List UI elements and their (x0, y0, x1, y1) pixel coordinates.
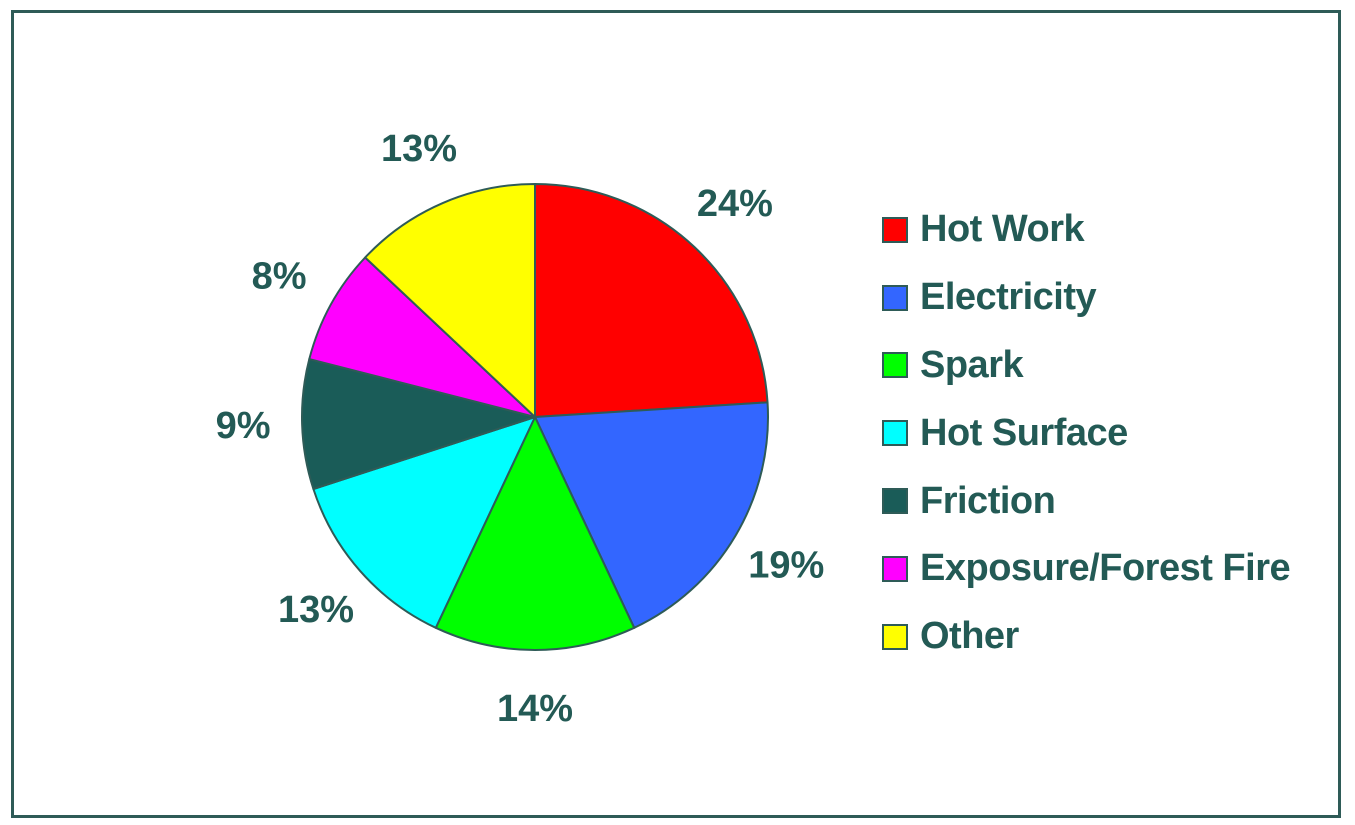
legend-item-other: Other (882, 603, 1342, 671)
legend-item-electricity: Electricity (882, 264, 1342, 332)
legend-item-hot-surface: Hot Surface (882, 399, 1342, 467)
pie-slice-other (364, 183, 536, 418)
legend-label: Other (920, 615, 1019, 658)
legend-label: Hot Work (920, 208, 1085, 251)
pie-value-label-spark: 14% (497, 688, 573, 730)
pie-value-label-exposure-forest-fire: 8% (252, 255, 307, 297)
pie-slice-exposure-forest-fire (308, 256, 536, 418)
legend-label: Exposure/Forest Fire (920, 547, 1291, 590)
pie-slice-electricity (534, 401, 769, 629)
legend-label: Electricity (920, 276, 1097, 319)
legend-swatch (882, 420, 908, 447)
pie-value-label-hot-surface: 13% (278, 589, 354, 631)
legend-item-friction: Friction (882, 467, 1342, 535)
legend-swatch (882, 352, 908, 379)
legend-item-hot-work: Hot Work (882, 196, 1342, 264)
pie-value-label-electricity: 19% (748, 545, 824, 587)
legend: Hot Work Electricity Spark Hot Surface F… (882, 196, 1342, 671)
pie-slices (301, 183, 769, 651)
legend-swatch (882, 488, 908, 515)
pie-value-label-hot-work: 24% (697, 183, 773, 225)
pie-value-label-other: 13% (381, 128, 457, 170)
pie-slice-hot-surface (312, 416, 536, 629)
legend-item-spark: Spark (882, 332, 1342, 400)
legend-swatch (882, 216, 908, 243)
legend-swatch (882, 284, 908, 311)
pie-slice-hot-work (534, 183, 769, 418)
legend-label: Hot Surface (920, 411, 1128, 454)
legend-swatch (882, 555, 908, 582)
legend-item-exposure-forest-fire: Exposure/Forest Fire (882, 535, 1342, 603)
pie-value-label-friction: 9% (216, 405, 271, 447)
pie-slice-spark (434, 416, 636, 651)
legend-label: Spark (920, 343, 1024, 386)
legend-label: Friction (920, 479, 1056, 522)
legend-swatch (882, 623, 908, 650)
pie-slice-friction (301, 358, 536, 491)
pie-value-labels: 24% 19% 14% 13% 9% 8% 13% (216, 128, 825, 730)
